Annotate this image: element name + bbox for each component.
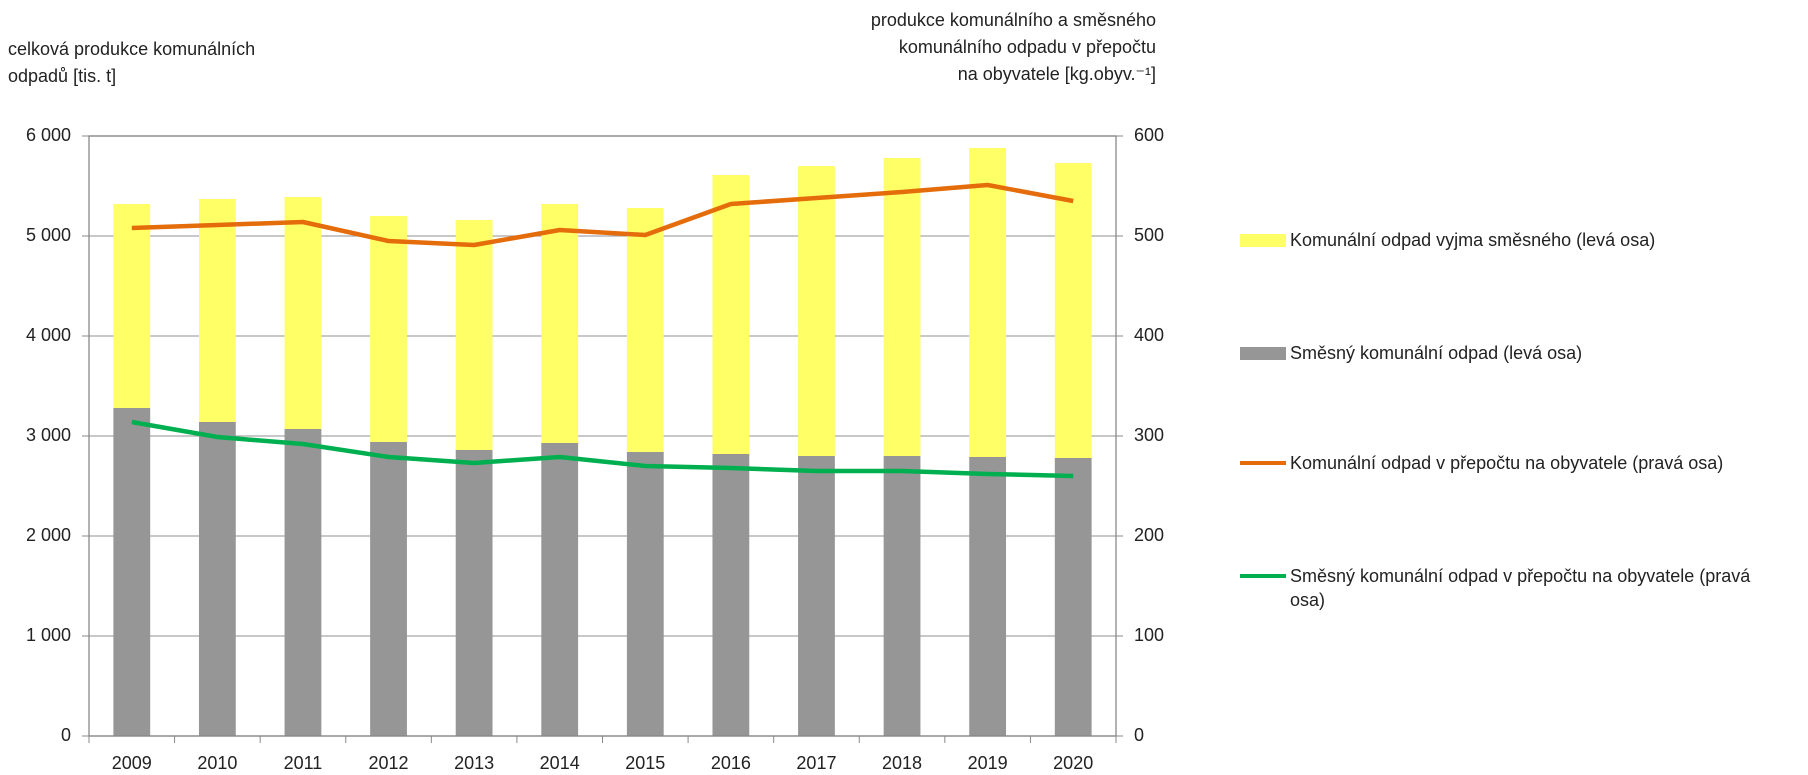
legend: Komunální odpad vyjma směsného (levá osa… [1240,0,1808,775]
y2-axis-label: komunálního odpadu v přepočtu [899,37,1156,57]
legend-label: Komunální odpad v přepočtu na obyvatele … [1290,453,1724,473]
bar [798,456,835,736]
y-tick-label: 6 000 [26,125,71,145]
legend-swatch [1240,347,1286,360]
legend-label: Směsný komunální odpad v přepočtu na oby… [1290,566,1751,610]
bar [113,204,151,408]
x-tick-label: 2016 [711,753,751,773]
x-tick-label: 2012 [369,753,409,773]
bar [712,454,750,736]
x-tick-label: 2009 [112,753,152,773]
y-tick-label: 2 000 [26,525,71,545]
legend-item: Komunální odpad vyjma směsného (levá osa… [1240,228,1800,252]
y2-tick-label: 600 [1134,125,1164,145]
y2-tick-label: 400 [1134,325,1164,345]
line [131,419,1074,479]
x-tick-label: 2019 [968,753,1008,773]
y2-tick-label: 300 [1134,425,1164,445]
y-tick-label: 0 [61,725,71,745]
y-tick-label: 4 000 [26,325,71,345]
y2-axis-label: produkce komunálního a směsného [871,10,1156,30]
y-axis-label: celková produkce komunálních [8,39,255,59]
legend-item: Směsný komunální odpad v přepočtu na oby… [1240,564,1800,612]
legend-label: Komunální odpad vyjma směsného (levá osa… [1290,230,1656,250]
bar [1054,163,1092,458]
x-tick-label: 2013 [454,753,494,773]
y-axis-label: odpadů [tis. t] [8,66,116,86]
legend-label: Směsný komunální odpad (levá osa) [1290,343,1583,363]
y-tick-label: 3 000 [26,425,71,445]
bar [284,429,322,736]
bar [969,148,1007,457]
bar [113,408,151,736]
x-tick-label: 2014 [540,753,580,773]
bar [541,443,579,736]
bar [370,442,407,736]
y2-tick-label: 500 [1134,225,1164,245]
bar [883,456,921,736]
bar [370,216,407,442]
y2-tick-label: 200 [1134,525,1164,545]
legend-item: Směsný komunální odpad (levá osa) [1240,341,1800,365]
bar [455,450,493,736]
x-tick-label: 2017 [796,753,836,773]
legend-item: Komunální odpad v přepočtu na obyvatele … [1240,451,1800,475]
bar [883,158,921,456]
x-tick-label: 2011 [284,753,323,773]
bar [198,199,236,422]
x-tick-label: 2018 [882,753,922,773]
y2-tick-label: 0 [1134,725,1144,745]
y-tick-label: 5 000 [26,225,71,245]
bar [969,457,1007,736]
bar [798,166,835,456]
bar [455,220,493,450]
bar [626,208,664,452]
bar [284,197,322,429]
legend-swatch [1240,461,1286,465]
line [131,182,1074,248]
y2-axis-label: na obyvatele [kg.obyv.⁻¹] [958,64,1156,84]
bar [712,175,750,454]
bar [1054,458,1092,736]
y-tick-label: 1 000 [26,625,71,645]
x-tick-label: 2010 [197,753,237,773]
bar [541,204,579,443]
x-tick-label: 2020 [1053,753,1093,773]
bar [198,422,236,736]
legend-swatch [1240,574,1286,578]
bar [626,452,664,736]
legend-swatch [1240,234,1286,247]
y2-tick-label: 100 [1134,625,1164,645]
x-tick-label: 2015 [625,753,665,773]
